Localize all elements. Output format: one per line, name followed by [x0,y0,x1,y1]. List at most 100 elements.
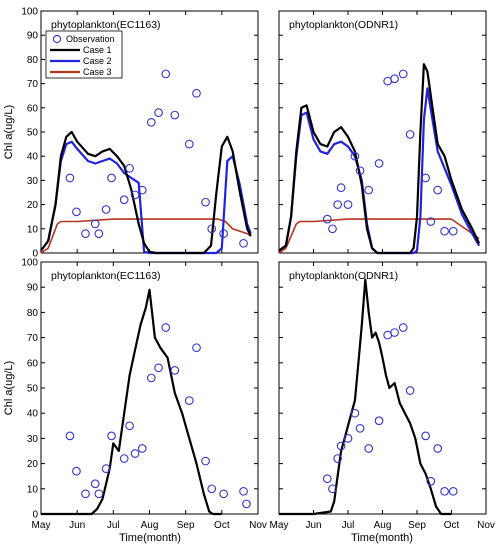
observation-point [161,69,171,79]
x-tick-label: Jun [305,520,321,531]
observation-point [170,110,180,120]
legend-label: Observation [66,34,115,44]
y-tick-label: 40 [27,409,39,420]
legend-label: Case 2 [83,56,112,66]
observation-point [355,166,365,176]
observation-point [405,386,415,395]
y-tick-label: 10 [27,484,39,495]
y-axis-label-bottom: Chl a(ug/L) [3,361,15,415]
observation-point [101,205,111,214]
x-tick-label: May [32,520,51,531]
series-line-case-1 [40,130,252,255]
x-tick-label: May [270,520,289,531]
observation-point [146,117,156,127]
series-line-case-1 [278,63,481,255]
observation-point [405,130,415,139]
observation-point [433,444,443,453]
observation-point [433,185,443,195]
y-tick-label: 60 [27,358,39,369]
x-tick-label: Nov [477,520,495,531]
observation-point [374,159,384,168]
y-tick-label: 50 [27,384,39,395]
panel-title: phytoplankton(ODNR1) [289,270,398,282]
y-tick-label: 20 [27,200,39,211]
observation-point [119,454,129,463]
y-tick-label: 70 [27,333,39,344]
y-tick-label: 20 [27,459,39,470]
panel-title: phytoplankton(EC1163) [51,270,161,282]
observation-point [81,489,90,499]
observation-point [242,499,251,509]
observation-point [355,423,365,433]
observation-point [239,486,248,496]
observation-point [94,489,104,499]
y-tick-label: 0 [32,249,38,260]
observation-point [219,229,228,238]
plot-frame [40,261,259,515]
panel-bottom-right: May Jun Jul Aug Sep Oct Nov phytoplankton(ODNR1… [270,261,495,531]
y-tick-label: 0 [32,510,38,521]
observation-point [146,373,156,383]
observation-point [207,224,217,234]
observation-point [184,396,194,405]
observation-point [81,229,90,238]
observation-point [130,190,140,200]
observation-point [94,229,104,238]
observation-point [201,197,210,207]
series-line-case-3 [40,218,252,254]
observation-point [192,88,201,98]
observation-point [322,214,332,224]
observation-point [119,195,129,205]
y-tick-label: 50 [27,128,39,139]
x-tick-label: Oct [444,520,460,531]
observation-point [65,431,75,441]
observation-point [343,434,353,443]
observation-point [154,363,163,373]
observation-point [219,489,228,499]
observation-point [90,479,100,489]
x-axis-label-right: Time(month) [351,532,413,544]
observation-point [421,173,430,183]
observation-point [322,474,332,484]
observation-point [184,139,194,149]
observation-point [154,108,163,117]
observation-point [333,200,343,209]
legend-marker-observation [52,34,62,44]
observation-point [421,431,430,441]
legend-label: Case 3 [83,67,112,77]
y-tick-label: 100 [21,7,38,18]
y-tick-label: 80 [27,308,39,319]
observation-point [426,217,436,226]
observation-point [333,454,343,463]
observation-point [107,173,116,183]
series-line-case-2 [40,140,252,255]
y-tick-label: 10 [27,224,39,235]
observation-point [239,238,248,248]
observation-point [398,323,408,332]
x-tick-label: Jul [107,520,120,531]
plot-frame [278,261,487,515]
y-tick-label: 60 [27,103,39,114]
observation-point [90,219,100,229]
x-axis-label-left: Time(month) [119,532,181,544]
panel-title: phytoplankton(EC1163) [51,19,161,31]
y-tick-label: 70 [27,79,39,90]
x-tick-label: Sep [177,520,195,531]
legend-box [45,30,123,79]
observation-point [350,408,360,418]
observation-point [440,226,449,236]
observation-point [390,74,399,84]
y-tick-label: 80 [27,55,39,66]
observation-point [364,185,374,195]
observation-point [201,456,210,466]
observation-point [72,207,81,217]
observation-point [336,183,346,193]
series-line-case-1 [279,278,452,516]
y-tick-label: 90 [27,31,39,42]
panel-bottom-left: 0 10 20 30 40 50 60 70 80 90 100 May Jun Jul Aug Sep Oct… [21,258,267,532]
observation-point [398,69,408,79]
series-line-case-3 [278,218,480,254]
y-tick-label: 30 [27,434,39,445]
panel-top-left: 0 10 20 30 40 50 60 70 80 90 100 phytoplankton(EC11… [21,7,259,260]
